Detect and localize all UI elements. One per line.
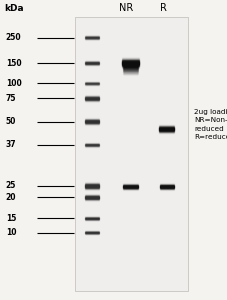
Text: kDa: kDa <box>5 4 24 13</box>
Text: 37: 37 <box>6 140 16 149</box>
Text: R: R <box>160 3 166 13</box>
Text: 2ug loading
NR=Non-
reduced
R=reduced: 2ug loading NR=Non- reduced R=reduced <box>194 109 227 140</box>
Text: 50: 50 <box>6 117 16 126</box>
Text: 75: 75 <box>6 94 16 103</box>
Bar <box>75 16 188 291</box>
Text: 10: 10 <box>6 228 16 237</box>
Text: 150: 150 <box>6 58 21 68</box>
Text: 20: 20 <box>6 193 16 202</box>
Text: NR: NR <box>119 3 133 13</box>
Text: 15: 15 <box>6 214 16 223</box>
Text: 250: 250 <box>6 33 21 42</box>
Text: 100: 100 <box>6 79 21 88</box>
Text: 25: 25 <box>6 182 16 190</box>
